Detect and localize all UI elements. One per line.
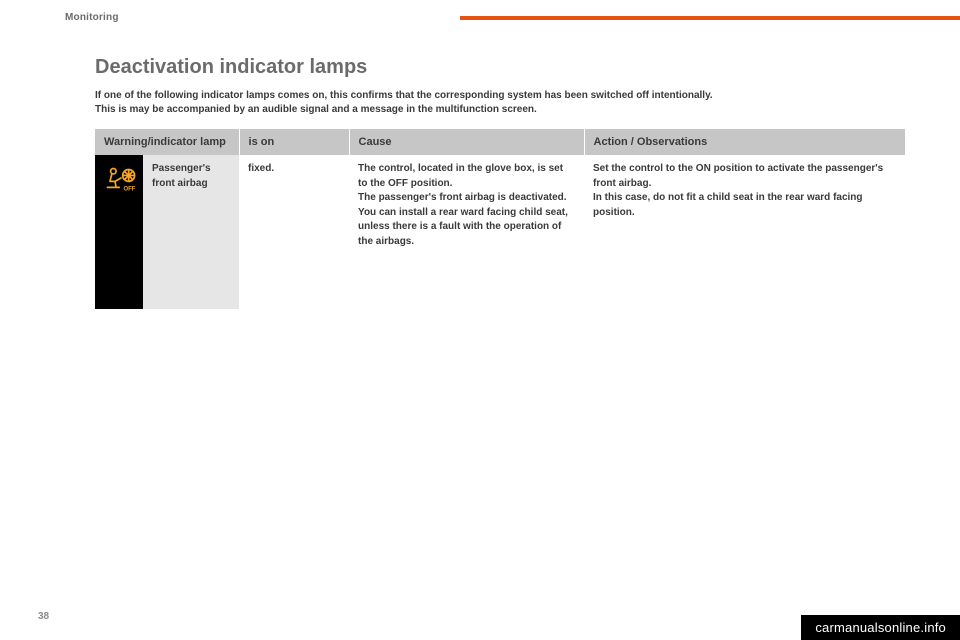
lamp-action: Set the control to the ON position to ac… bbox=[584, 155, 905, 309]
intro-line-2: This is may be accompanied by an audible… bbox=[95, 104, 537, 115]
intro-line-1: If one of the following indicator lamps … bbox=[95, 90, 713, 101]
lamp-name: Passenger's front airbag bbox=[143, 155, 239, 309]
th-action: Action / Observations bbox=[584, 129, 905, 155]
intro-text: If one of the following indicator lamps … bbox=[95, 89, 875, 117]
indicator-lamp-table: Warning/indicator lamp is on Cause Actio… bbox=[95, 129, 905, 309]
th-lamp: Warning/indicator lamp bbox=[95, 129, 239, 155]
icon-cell: OFF bbox=[95, 155, 143, 309]
th-cause: Cause bbox=[349, 129, 584, 155]
svg-text:OFF: OFF bbox=[124, 187, 136, 192]
table-row: OFF Passenger's front airbag fixed. The … bbox=[95, 155, 905, 309]
page-heading: Deactivation indicator lamps bbox=[95, 56, 905, 79]
lamp-is-on: fixed. bbox=[239, 155, 349, 309]
page-number: 38 bbox=[38, 611, 49, 622]
content-area: Deactivation indicator lamps If one of t… bbox=[95, 56, 905, 309]
passenger-airbag-off-icon: OFF bbox=[104, 164, 138, 192]
th-is-on: is on bbox=[239, 129, 349, 155]
lamp-cause: The control, located in the glove box, i… bbox=[349, 155, 584, 309]
header-accent-line bbox=[460, 16, 960, 20]
section-label: Monitoring bbox=[65, 12, 119, 23]
watermark: carmanualsonline.info bbox=[801, 615, 960, 640]
